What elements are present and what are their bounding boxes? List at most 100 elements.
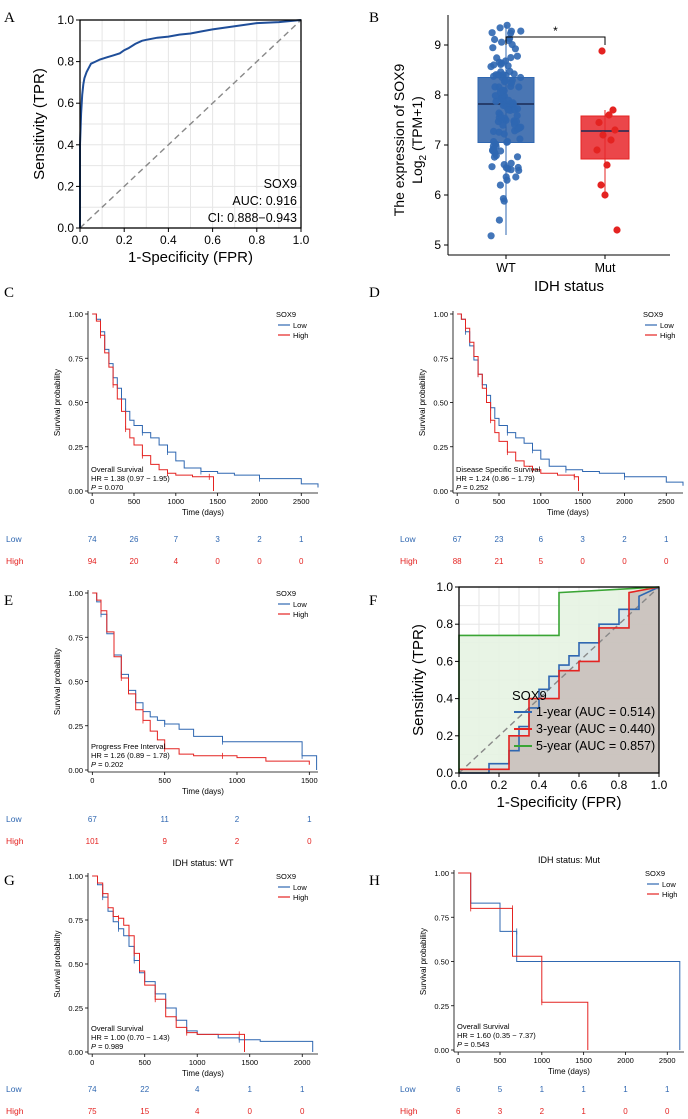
y-tick-label: 1.00 bbox=[68, 872, 83, 881]
y-tick-label: 0.75 bbox=[68, 633, 83, 642]
data-point-wt bbox=[516, 135, 524, 143]
panel-c-km: 0.000.250.500.751.000 500 1000 1500 2000 2500… bbox=[6, 310, 319, 566]
risk-table-count: 5 bbox=[539, 557, 544, 566]
x-tick-label: WT bbox=[496, 261, 516, 275]
risk-table-label-high: High bbox=[400, 1106, 418, 1116]
y-tick-label: 0.75 bbox=[68, 916, 83, 925]
y-tick-label: 0.6 bbox=[57, 96, 74, 110]
x-tick-label: 0 bbox=[456, 1056, 460, 1065]
x-tick-label: 2000 bbox=[617, 1056, 634, 1065]
risk-table-label-high: High bbox=[6, 556, 24, 566]
risk-table-count: 0 bbox=[307, 837, 312, 846]
risk-table-count: 0 bbox=[257, 557, 262, 566]
data-point-wt bbox=[515, 124, 524, 132]
x-axis-label: Time (days) bbox=[547, 508, 589, 517]
y-tick-label: 8 bbox=[434, 88, 441, 102]
x-tick-label: 1500 bbox=[301, 776, 318, 785]
x-tick-label: 2000 bbox=[294, 1058, 311, 1067]
annotation-title: Overall Survival bbox=[457, 1022, 510, 1031]
panel-g-km: IDH status: WT0.000.250.500.751.000 500 10… bbox=[6, 858, 318, 1116]
risk-table-count: 23 bbox=[495, 535, 504, 544]
panel-letter-f: F bbox=[369, 593, 377, 609]
annotation-title: Overall Survival bbox=[91, 1024, 144, 1033]
panel-letter-e: E bbox=[4, 593, 13, 609]
data-point-wt bbox=[490, 138, 498, 146]
legend-label: Low bbox=[293, 600, 307, 609]
risk-table-label-low: Low bbox=[400, 1084, 416, 1094]
legend-title: SOX9 bbox=[645, 869, 665, 878]
data-point-wt bbox=[505, 96, 513, 104]
risk-table-count: 0 bbox=[664, 557, 669, 566]
data-point-wt bbox=[507, 79, 515, 87]
data-point-wt bbox=[489, 146, 497, 154]
x-axis-label: IDH status bbox=[534, 278, 604, 295]
legend-label: Low bbox=[662, 880, 676, 889]
y-tick-label: 0.75 bbox=[68, 354, 83, 363]
panel-b-boxplot: 5 6 7 8 9 WT Mut * IDH status The expression of S… bbox=[391, 15, 670, 295]
y-tick-label: 0.25 bbox=[68, 443, 83, 452]
x-tick-label: 1500 bbox=[574, 497, 591, 506]
km-curve-high bbox=[92, 592, 310, 765]
x-tick-label: 1500 bbox=[241, 1058, 258, 1067]
x-tick-label: 0.8 bbox=[248, 233, 265, 247]
y-tick-label: 0.6 bbox=[436, 654, 453, 668]
risk-table-count: 22 bbox=[140, 1085, 149, 1094]
risk-table-count: 88 bbox=[453, 557, 462, 566]
risk-table-count: 1 bbox=[664, 535, 669, 544]
risk-table-count: 2 bbox=[235, 837, 240, 846]
risk-table-count: 1 bbox=[581, 1107, 586, 1116]
data-point-wt bbox=[489, 44, 497, 52]
x-tick-label: 0.0 bbox=[72, 233, 89, 247]
panel-letter-h: H bbox=[369, 873, 380, 889]
y-tick-label: 0.00 bbox=[433, 487, 448, 496]
annotation-p: P = 0.202 bbox=[91, 760, 123, 769]
data-point-wt bbox=[513, 52, 522, 60]
data-point-wt bbox=[507, 54, 515, 62]
risk-table-label-high: High bbox=[400, 556, 418, 566]
data-point-wt bbox=[512, 173, 520, 181]
legend-label: High bbox=[660, 331, 675, 340]
risk-table-count: 0 bbox=[300, 1107, 305, 1116]
data-point-wt bbox=[490, 61, 498, 69]
data-point-wt bbox=[487, 232, 495, 240]
annotation-hr: HR = 1.38 (0.97 − 1.95) bbox=[91, 474, 170, 483]
risk-table-count: 9 bbox=[162, 837, 167, 846]
legend-label: High bbox=[293, 331, 308, 340]
x-tick-label: 500 bbox=[493, 497, 506, 506]
annotation-title: Disease Specific Survival bbox=[456, 465, 541, 474]
y-axis-label: Survival probability bbox=[53, 648, 62, 715]
data-point-wt bbox=[496, 24, 504, 32]
data-point-wt bbox=[497, 147, 505, 155]
risk-table-count: 0 bbox=[580, 557, 585, 566]
legend-title: SOX9 bbox=[276, 872, 296, 881]
risk-table-count: 15 bbox=[140, 1107, 149, 1116]
annotation-title: Overall Survival bbox=[91, 465, 144, 474]
legend-title: SOX9 bbox=[276, 310, 296, 319]
x-tick-label: 1500 bbox=[209, 497, 226, 506]
y-tick-label: 0.00 bbox=[68, 766, 83, 775]
risk-table-count: 0 bbox=[299, 557, 304, 566]
legend-label: High bbox=[293, 893, 308, 902]
x-tick-label: 0.4 bbox=[531, 778, 548, 792]
panel-letter-a: A bbox=[4, 10, 15, 26]
y-tick-label: 0.25 bbox=[433, 443, 448, 452]
x-tick-label: 0 bbox=[90, 1058, 94, 1067]
annotation-p: P = 0.543 bbox=[457, 1040, 489, 1049]
x-axis-label: 1-Specificity (FPR) bbox=[128, 249, 253, 266]
data-point-wt bbox=[511, 45, 519, 53]
risk-table-count: 2 bbox=[257, 535, 262, 544]
risk-table-count: 74 bbox=[88, 535, 97, 544]
data-point-mut bbox=[603, 161, 611, 169]
risk-table-count: 94 bbox=[88, 557, 97, 566]
km-curve-low bbox=[457, 313, 684, 486]
legend-label: 5-year (AUC = 0.857) bbox=[536, 739, 655, 753]
annotation-hr: HR = 1.60 (0.35 − 7.37) bbox=[457, 1031, 536, 1040]
panel-f-roc: 0.0 0.2 0.4 0.6 0.8 1.0 0.0 0.2 0.4 0.6 0.8 1.0 1-Sp… bbox=[410, 580, 668, 811]
risk-table-count: 0 bbox=[665, 1107, 670, 1116]
y-tick-label: 0.4 bbox=[436, 692, 453, 706]
data-point-wt bbox=[510, 106, 519, 114]
risk-table-count: 0 bbox=[622, 557, 627, 566]
data-point-mut bbox=[601, 191, 609, 199]
